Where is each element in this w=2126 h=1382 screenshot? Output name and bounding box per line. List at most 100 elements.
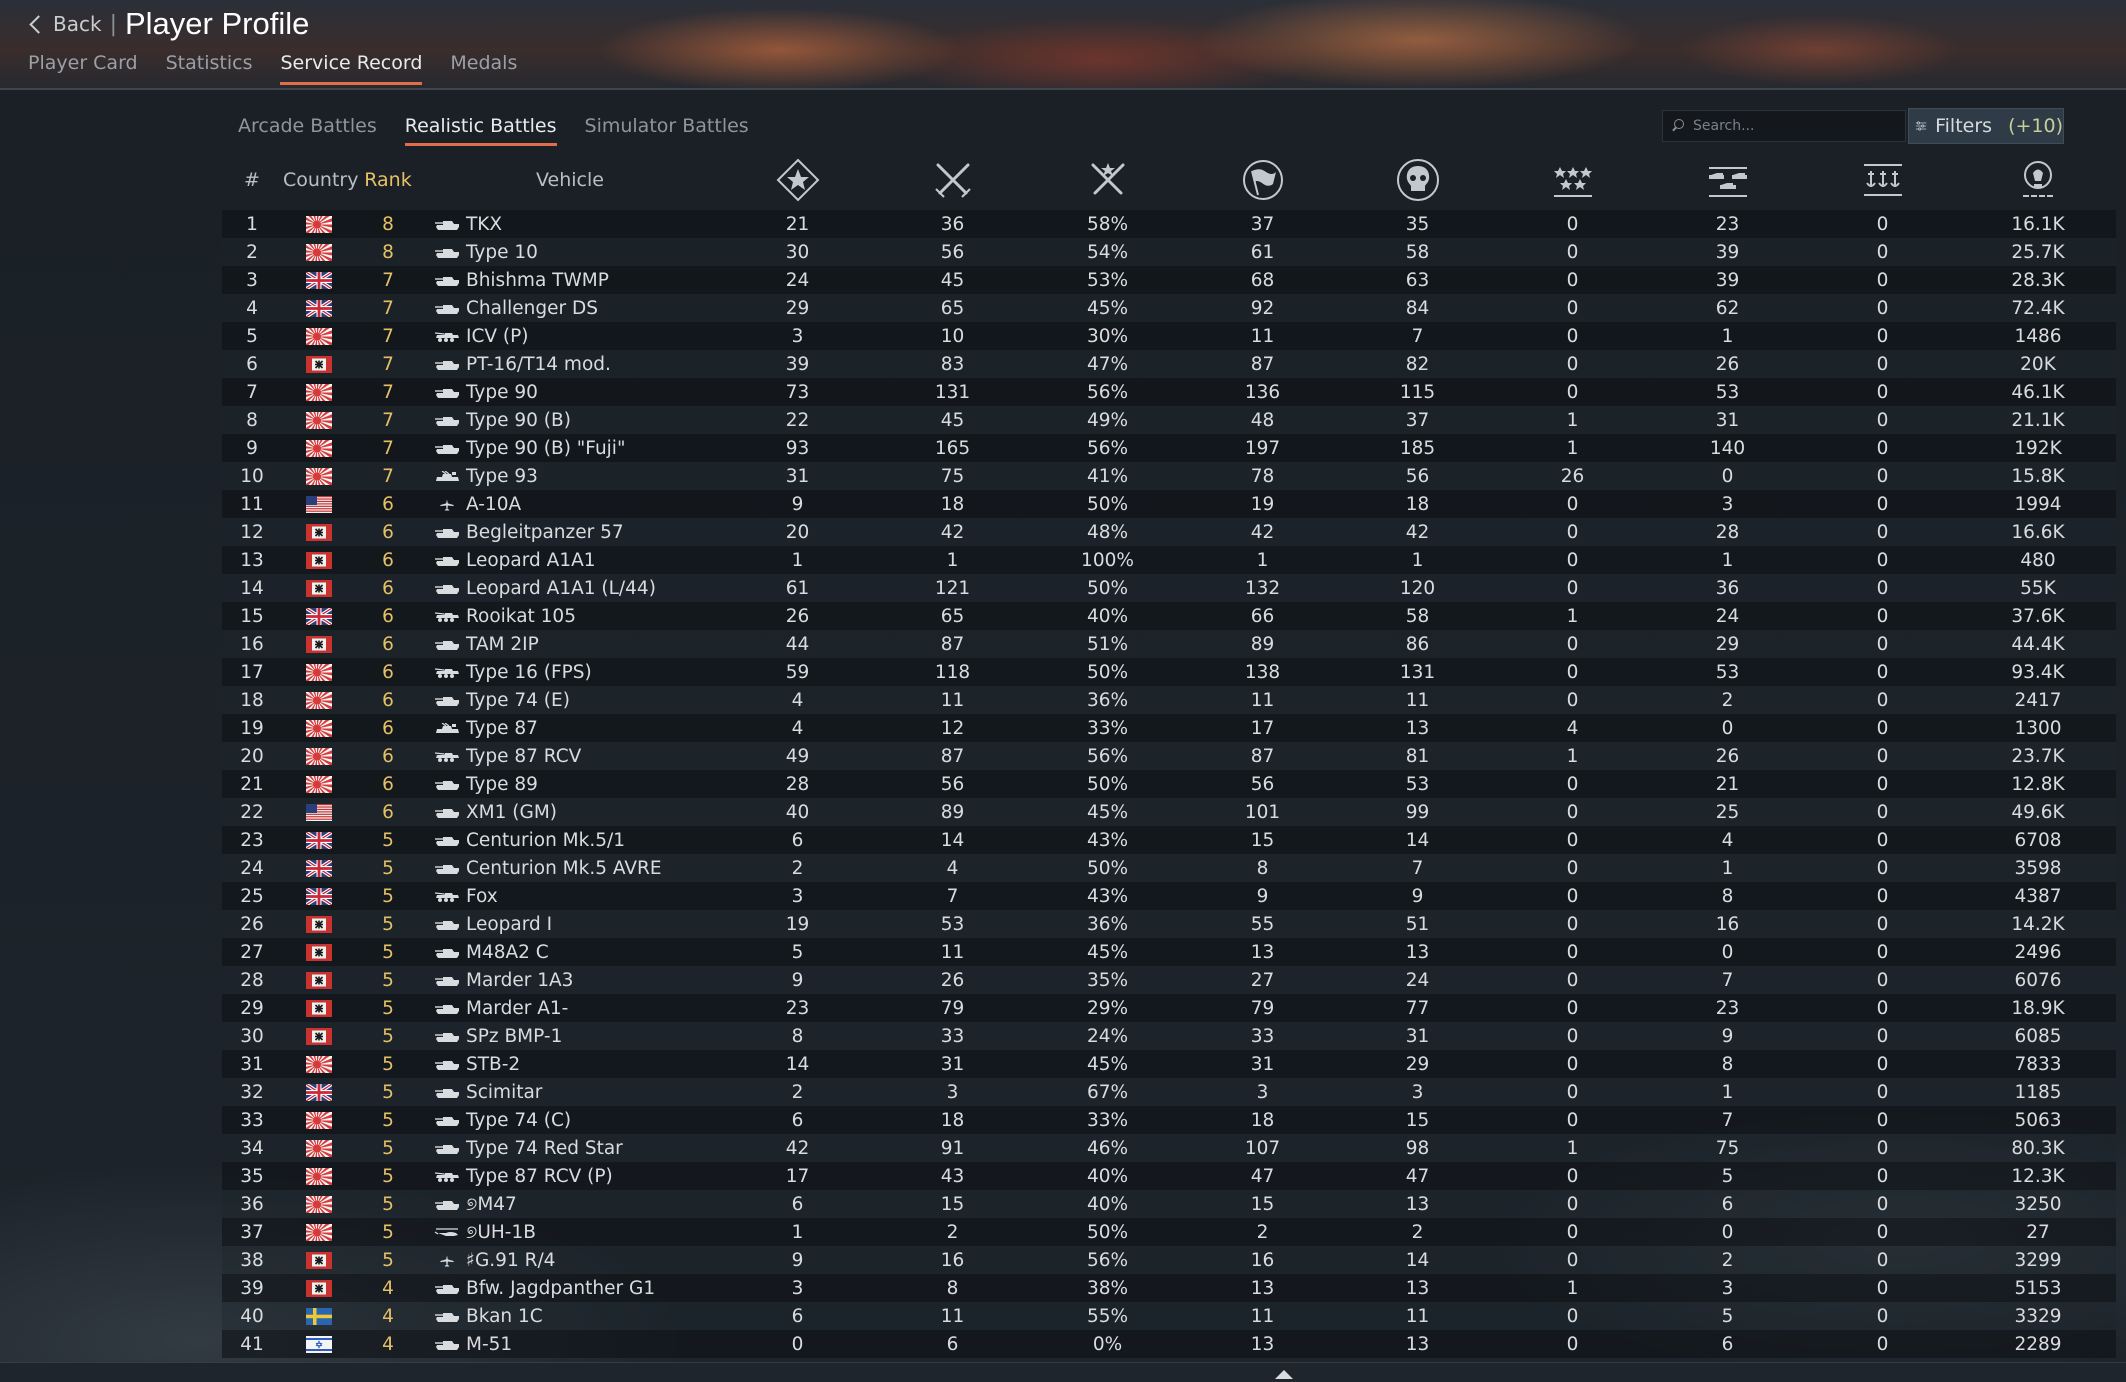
table-row[interactable]: 36 5 ୭M47 6 15 40% 15 13 0 6 0 3250 — [222, 1190, 2116, 1218]
vehicle-cell[interactable]: SPz BMP-1 — [420, 1022, 720, 1050]
table-row[interactable]: 41 4 M-51 0 6 0% 13 13 0 6 0 2289 — [222, 1330, 2116, 1358]
table-row[interactable]: 16 6 TAM 2IP 44 87 51% 89 86 0 29 0 44.4K — [222, 630, 2116, 658]
table-row[interactable]: 19 6 Type 87 4 12 33% 17 13 4 0 0 1300 — [222, 714, 2116, 742]
table-row[interactable]: 25 5 Fox 3 7 43% 9 9 0 8 0 4387 — [222, 882, 2116, 910]
col-respawns[interactable] — [1185, 150, 1340, 210]
vehicle-cell[interactable]: Scimitar — [420, 1078, 720, 1106]
vehicle-cell[interactable]: TAM 2IP — [420, 630, 720, 658]
vehicle-cell[interactable]: Leopard A1A1 — [420, 546, 720, 574]
vehicle-cell[interactable]: Fox — [420, 882, 720, 910]
filters-button[interactable]: Filters (+10) — [1908, 108, 2064, 144]
vehicle-cell[interactable]: Type 74 Red Star — [420, 1134, 720, 1162]
vehicle-cell[interactable]: Type 90 — [420, 378, 720, 406]
table-row[interactable]: 17 6 Type 16 (FPS) 59 118 50% 138 131 0 53 0 93.4K — [222, 658, 2116, 686]
vehicle-cell[interactable]: Type 87 RCV (P) — [420, 1162, 720, 1190]
table-row[interactable]: 30 5 SPz BMP-1 8 33 24% 33 31 0 9 0 6085 — [222, 1022, 2116, 1050]
vehicle-cell[interactable]: ୭M47 — [420, 1190, 720, 1218]
table-row[interactable]: 1 8 TKX 21 36 58% 37 35 0 23 0 16.1K — [222, 210, 2116, 238]
col-ground-targets[interactable] — [1650, 150, 1805, 210]
vehicle-cell[interactable]: Type 74 (C) — [420, 1106, 720, 1134]
table-row[interactable]: 20 6 Type 87 RCV 49 87 56% 87 81 1 26 0 23.7K — [222, 742, 2116, 770]
vehicle-cell[interactable]: Begleitpanzer 57 — [420, 518, 720, 546]
vehicle-cell[interactable]: Type 89 — [420, 770, 720, 798]
col-rank[interactable]: Rank — [364, 169, 412, 191]
table-row[interactable]: 34 5 Type 74 Red Star 42 91 46% 107 98 1 75 0 80.3K — [222, 1134, 2116, 1162]
table-row[interactable]: 32 5 Scimitar 2 3 67% 3 3 0 1 0 1185 — [222, 1078, 2116, 1106]
vehicle-cell[interactable]: PT-16/T14 mod. — [420, 350, 720, 378]
vehicle-cell[interactable]: STB-2 — [420, 1050, 720, 1078]
tab-simulator-battles[interactable]: Simulator Battles — [584, 115, 749, 137]
vehicle-cell[interactable]: Bkan 1C — [420, 1302, 720, 1330]
table-row[interactable]: 5 7 ICV (P) 3 10 30% 11 7 0 1 0 1486 — [222, 322, 2116, 350]
vehicle-cell[interactable]: A-10A — [420, 490, 720, 518]
table-row[interactable]: 39 4 Bfw. Jagdpanther G1 3 8 38% 13 13 1 3 0 5153 — [222, 1274, 2116, 1302]
table-row[interactable]: 21 6 Type 89 28 56 50% 56 53 0 21 0 12.8K — [222, 770, 2116, 798]
table-row[interactable]: 37 5 ୭UH-1B 1 2 50% 2 2 0 0 0 27 — [222, 1218, 2116, 1246]
vehicle-cell[interactable]: Type 74 (E) — [420, 686, 720, 714]
col-naval-targets[interactable] — [1805, 150, 1960, 210]
table-row[interactable]: 38 5 ♯G.91 R/4 9 16 56% 16 14 0 2 0 3299 — [222, 1246, 2116, 1274]
table-row[interactable]: 3 7 Bhishma TWMP 24 45 53% 68 63 0 39 0 28.3K — [222, 266, 2116, 294]
vehicle-cell[interactable]: Type 90 (B) — [420, 406, 720, 434]
table-row[interactable]: 2 8 Type 10 30 56 54% 61 58 0 39 0 25.7K — [222, 238, 2116, 266]
vehicle-cell[interactable]: M48A2 C — [420, 938, 720, 966]
col-country[interactable]: Country — [283, 169, 359, 191]
table-row[interactable]: 29 5 Marder A1- 23 79 29% 79 77 0 23 0 18.9K — [222, 994, 2116, 1022]
vehicle-cell[interactable]: Type 93 — [420, 462, 720, 490]
search-input[interactable] — [1691, 117, 1905, 135]
table-row[interactable]: 28 5 Marder 1A3 9 26 35% 27 24 0 7 0 6076 — [222, 966, 2116, 994]
col-vehicle[interactable]: Vehicle — [536, 169, 604, 191]
vehicle-cell[interactable]: Type 87 — [420, 714, 720, 742]
table-row[interactable]: 35 5 Type 87 RCV (P) 17 43 40% 47 47 0 5 0 12.3K — [222, 1162, 2116, 1190]
table-row[interactable]: 8 7 Type 90 (B) 22 45 49% 48 37 1 31 0 21.1K — [222, 406, 2116, 434]
scroll-up-icon[interactable] — [1275, 1370, 1293, 1379]
col-research-points[interactable] — [1960, 150, 2116, 210]
vehicle-cell[interactable]: Type 16 (FPS) — [420, 658, 720, 686]
table-row[interactable]: 15 6 Rooikat 105 26 65 40% 66 58 1 24 0 37.6K — [222, 602, 2116, 630]
col-victories[interactable] — [720, 150, 875, 210]
table-row[interactable]: 9 7 Type 90 (B) "Fuji" 93 165 56% 197 185 1 140 0 1… — [222, 434, 2116, 462]
vehicle-cell[interactable]: Leopard I — [420, 910, 720, 938]
vehicle-cell[interactable]: Leopard A1A1 (L/44) — [420, 574, 720, 602]
tab-statistics[interactable]: Statistics — [165, 52, 253, 74]
search-box[interactable] — [1662, 110, 1906, 142]
vehicle-cell[interactable]: Centurion Mk.5/1 — [420, 826, 720, 854]
col-battles[interactable] — [875, 150, 1030, 210]
table-row[interactable]: 40 4 Bkan 1C 6 11 55% 11 11 0 5 0 3329 — [222, 1302, 2116, 1330]
table-row[interactable]: 27 5 M48A2 C 5 11 45% 13 13 0 0 0 2496 — [222, 938, 2116, 966]
col-air-targets[interactable] — [1495, 150, 1650, 210]
back-button[interactable]: Back — [28, 12, 102, 36]
table-row[interactable]: 24 5 Centurion Mk.5 AVRE 2 4 50% 8 7 0 1 0 3598 — [222, 854, 2116, 882]
table-row[interactable]: 31 5 STB-2 14 31 45% 31 29 0 8 0 7833 — [222, 1050, 2116, 1078]
tab-service-record[interactable]: Service Record — [280, 52, 423, 85]
vehicle-cell[interactable]: TKX — [420, 210, 720, 238]
vehicle-cell[interactable]: M-51 — [420, 1330, 720, 1358]
vehicle-cell[interactable]: ୭UH-1B — [420, 1218, 720, 1246]
tab-arcade-battles[interactable]: Arcade Battles — [238, 115, 377, 137]
vehicle-cell[interactable]: Marder 1A3 — [420, 966, 720, 994]
table-row[interactable]: 12 6 Begleitpanzer 57 20 42 48% 42 42 0 28 0 16.6K — [222, 518, 2116, 546]
vehicle-cell[interactable]: Marder A1- — [420, 994, 720, 1022]
table-row[interactable]: 14 6 Leopard A1A1 (L/44) 61 121 50% 132 120 0 36 0… — [222, 574, 2116, 602]
vehicle-cell[interactable]: Type 87 RCV — [420, 742, 720, 770]
vehicle-cell[interactable]: Challenger DS — [420, 294, 720, 322]
tab-player-card[interactable]: Player Card — [28, 52, 138, 74]
table-row[interactable]: 23 5 Centurion Mk.5/1 6 14 43% 15 14 0 4 0 6708 — [222, 826, 2116, 854]
table-row[interactable]: 22 6 XM1 (GM) 40 89 45% 101 99 0 25 0 49.6K — [222, 798, 2116, 826]
table-row[interactable]: 7 7 Type 90 73 131 56% 136 115 0 53 0 46.1K — [222, 378, 2116, 406]
table-row[interactable]: 4 7 Challenger DS 29 65 45% 92 84 0 62 0 72.4K — [222, 294, 2116, 322]
col-number[interactable]: # — [244, 169, 260, 191]
tab-medals[interactable]: Medals — [450, 52, 518, 74]
vehicle-cell[interactable]: ICV (P) — [420, 322, 720, 350]
vehicle-cell[interactable]: ♯G.91 R/4 — [420, 1246, 720, 1274]
vehicle-cell[interactable]: Bhishma TWMP — [420, 266, 720, 294]
tab-realistic-battles[interactable]: Realistic Battles — [404, 115, 557, 146]
col-win-rate[interactable] — [1030, 150, 1185, 210]
vehicle-cell[interactable]: Type 90 (B) "Fuji" — [420, 434, 720, 462]
table-row[interactable]: 18 6 Type 74 (E) 4 11 36% 11 11 0 2 0 2417 — [222, 686, 2116, 714]
vehicle-cell[interactable]: Type 10 — [420, 238, 720, 266]
table-row[interactable]: 33 5 Type 74 (C) 6 18 33% 18 15 0 7 0 5063 — [222, 1106, 2116, 1134]
table-row[interactable]: 11 6 A-10A 9 18 50% 19 18 0 3 0 1994 — [222, 490, 2116, 518]
table-row[interactable]: 6 7 PT-16/T14 mod. 39 83 47% 87 82 0 26 0 20K — [222, 350, 2116, 378]
table-row[interactable]: 26 5 Leopard I 19 53 36% 55 51 0 16 0 14.2K — [222, 910, 2116, 938]
